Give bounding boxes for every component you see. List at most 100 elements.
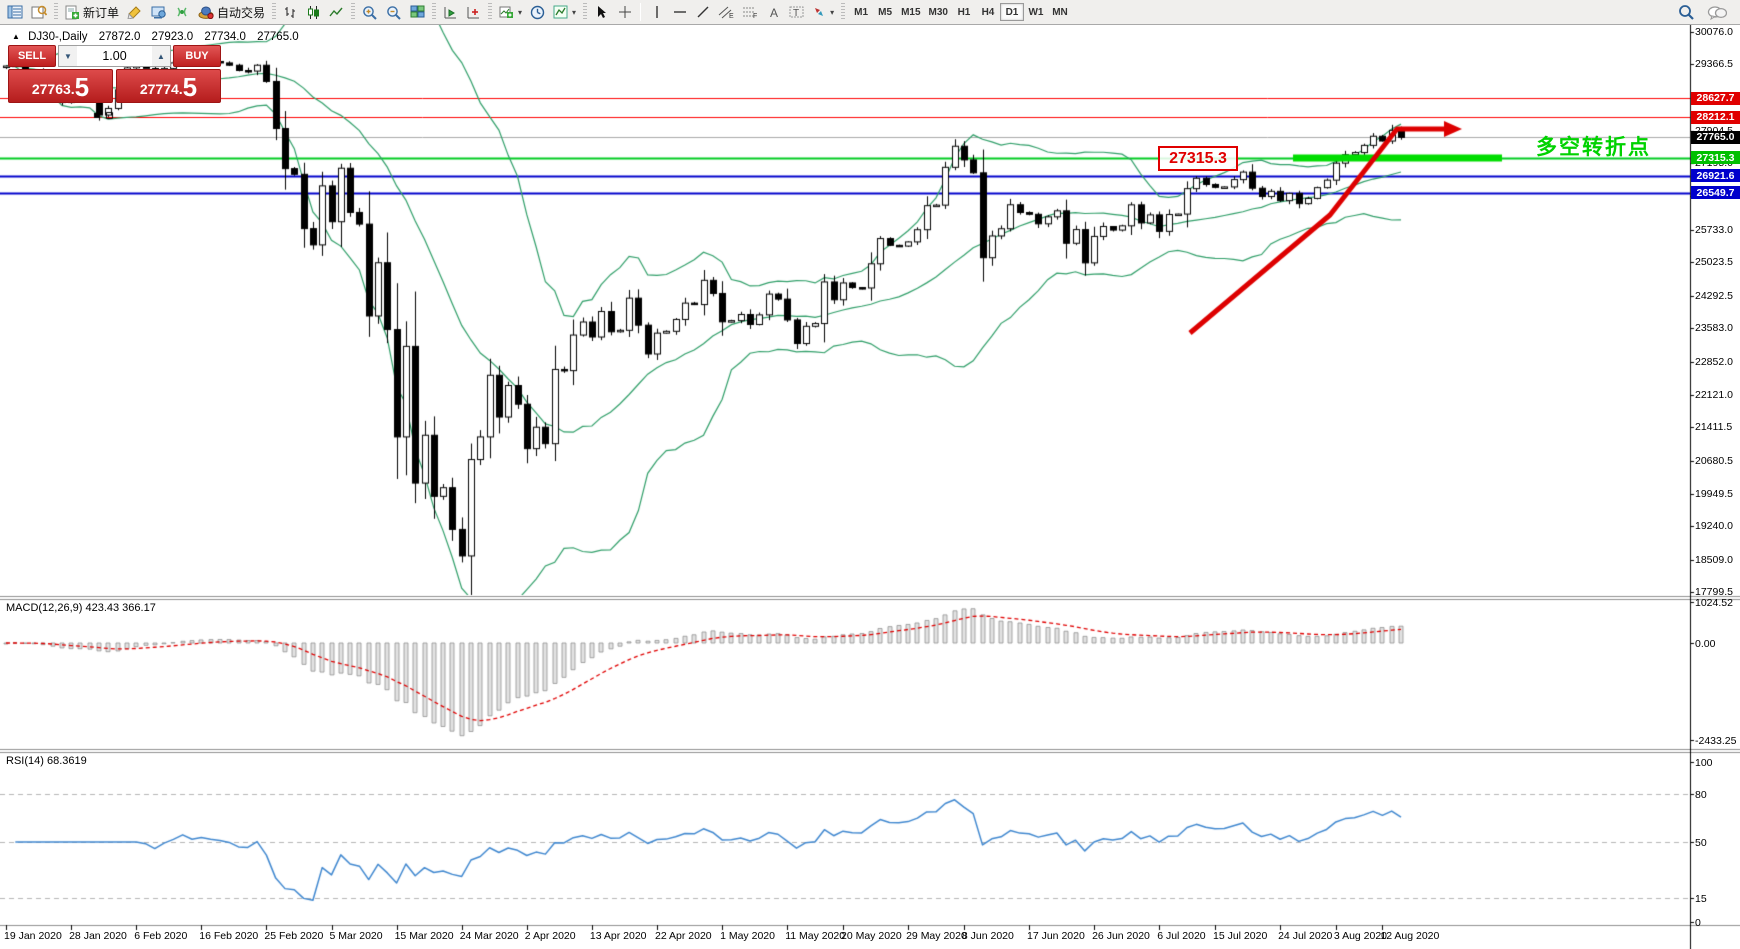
- turning-point-annotation[interactable]: 多空转折点: [1536, 136, 1651, 159]
- volume-increase-button[interactable]: ▲: [152, 46, 170, 66]
- timeframe-button[interactable]: H1: [957, 6, 971, 18]
- new-order-button[interactable]: 新订单: [62, 2, 122, 23]
- zoom-in-icon[interactable]: [359, 2, 381, 23]
- sell-price-big-digit: 5: [74, 72, 90, 102]
- timeframe-bar: M1 M5 M15 M30 H1 H4 D1 W1 MN: [849, 3, 1072, 21]
- vertical-line-tool-icon[interactable]: [646, 2, 667, 23]
- ohlc-high: 27923.0: [151, 31, 194, 43]
- price-level-badge: 27315.3: [1691, 151, 1740, 165]
- data-window-icon[interactable]: [28, 2, 50, 23]
- date-label: 8 Jun 2020: [961, 930, 1014, 942]
- horizontal-line-tool-icon[interactable]: [669, 2, 690, 23]
- fibonacci-tool-icon[interactable]: F: [739, 2, 761, 23]
- date-label: 24 Jul 2020: [1278, 930, 1333, 942]
- price-tick-label: 23583.0: [1695, 322, 1733, 335]
- auto-trading-label: 自动交易: [217, 5, 266, 20]
- signals-icon[interactable]: [172, 2, 193, 23]
- volume-stepper: ▼ ▲: [58, 45, 171, 67]
- text-label-tool-icon[interactable]: T: [786, 2, 807, 23]
- sell-button[interactable]: SELL: [8, 45, 56, 67]
- auto-scroll-icon[interactable]: [440, 2, 461, 23]
- chart-shift-icon[interactable]: [463, 2, 484, 23]
- equidistant-channel-tool-icon[interactable]: E: [715, 2, 737, 23]
- date-label: 17 Jun 2020: [1027, 930, 1085, 942]
- svg-text:T: T: [793, 8, 799, 19]
- price-tick-label: 29366.5: [1695, 58, 1733, 71]
- price-tick-label: 25023.5: [1695, 256, 1733, 269]
- one-click-trading-panel: SELL ▼ ▲ BUY 27763.5 27774.5: [8, 45, 221, 105]
- svg-text:E: E: [729, 13, 734, 19]
- chart-window: ▲ DJ30-,Daily 27872.0 27923.0 27734.0 27…: [0, 25, 1740, 949]
- rsi-indicator-label: RSI(14) 68.3619: [6, 755, 87, 767]
- date-label: 20 May 2020: [841, 930, 902, 942]
- date-label: 22 Apr 2020: [655, 930, 712, 942]
- date-label: 6 Jul 2020: [1157, 930, 1206, 942]
- cursor-tool-icon[interactable]: [591, 2, 612, 23]
- volume-input[interactable]: [77, 46, 152, 66]
- timeframe-button[interactable]: M1: [854, 6, 869, 18]
- date-label: 15 Mar 2020: [394, 930, 454, 942]
- svg-text:A: A: [770, 6, 778, 19]
- timeframe-button[interactable]: M5: [878, 6, 893, 18]
- trendline-tool-icon[interactable]: [692, 2, 713, 23]
- support-price-label[interactable]: 27315.3: [1158, 146, 1238, 171]
- rsi-scale-label: 15: [1695, 893, 1707, 905]
- price-tick-label: 25733.0: [1695, 224, 1733, 237]
- auto-trading-button[interactable]: 自动交易: [195, 2, 268, 23]
- zoom-out-icon[interactable]: [383, 2, 405, 23]
- candlestick-mode-icon[interactable]: [303, 2, 324, 23]
- chat-icon[interactable]: [1704, 2, 1730, 23]
- rsi-scale-label: 100: [1695, 757, 1713, 769]
- indicators-dropdown[interactable]: ▾: [550, 2, 579, 23]
- date-label: 28 Jan 2020: [69, 930, 127, 942]
- search-icon[interactable]: [1675, 2, 1698, 23]
- price-chart-canvas[interactable]: [0, 25, 1740, 949]
- timeframe-button[interactable]: W1: [1028, 6, 1044, 18]
- price-tick-label: 30076.0: [1695, 26, 1733, 38]
- macd-indicator-label: MACD(12,26,9) 423.43 366.17: [6, 602, 156, 614]
- timeframe-button[interactable]: H4: [981, 6, 995, 18]
- timeframe-button[interactable]: MN: [1052, 6, 1068, 18]
- market-watch-icon[interactable]: [4, 2, 26, 23]
- text-tool-icon[interactable]: A: [763, 2, 784, 23]
- caret-down-icon: ▾: [518, 7, 523, 17]
- buy-button[interactable]: BUY: [173, 45, 221, 67]
- price-tick-label: 21411.5: [1695, 421, 1733, 434]
- sell-price-button[interactable]: 27763. 5: [8, 69, 113, 103]
- sell-price-main: 27763: [31, 81, 71, 97]
- metaeditor-icon[interactable]: [124, 2, 146, 23]
- timeframe-button[interactable]: M15: [901, 6, 921, 18]
- date-label: 19 Jan 2020: [4, 930, 62, 942]
- periods-clock-icon[interactable]: [527, 2, 548, 23]
- date-label: 29 May 2020: [906, 930, 967, 942]
- macd-scale-label: 1024.52: [1695, 597, 1733, 610]
- crosshair-tool-icon[interactable]: [614, 2, 635, 23]
- terminal-icon[interactable]: [148, 2, 170, 23]
- date-label: 5 Mar 2020: [329, 930, 383, 942]
- ohlc-low: 27734.0: [204, 31, 246, 43]
- volume-decrease-button[interactable]: ▼: [59, 46, 77, 66]
- bar-chart-mode-icon[interactable]: [280, 2, 301, 23]
- arrows-dropdown[interactable]: ▾: [809, 2, 837, 23]
- new-chart-dropdown[interactable]: ▾: [496, 2, 525, 23]
- price-tick-label: 24292.5: [1695, 289, 1733, 302]
- date-label: 6 Feb 2020: [134, 930, 188, 942]
- timeframe-button[interactable]: M30: [928, 6, 948, 18]
- collapse-triangle-icon[interactable]: ▲: [12, 32, 20, 41]
- buy-price-button[interactable]: 27774. 5: [116, 69, 221, 103]
- date-label: 1 May 2020: [720, 930, 775, 942]
- tile-windows-icon[interactable]: [407, 2, 428, 23]
- price-level-badge: 28627.7: [1691, 91, 1740, 105]
- rsi-scale-label: 0: [1695, 917, 1701, 929]
- price-level-badge: 26921.6: [1691, 169, 1740, 183]
- caret-down-icon: ▾: [572, 7, 577, 17]
- line-chart-mode-icon[interactable]: [326, 2, 347, 23]
- chart-title: ▲ DJ30-,Daily 27872.0 27923.0 27734.0 27…: [12, 31, 299, 43]
- date-label: 25 Feb 2020: [264, 930, 324, 942]
- timeframe-button[interactable]: D1: [999, 3, 1024, 21]
- price-tick-label: 20680.5: [1695, 454, 1733, 467]
- macd-scale-label: 0.00: [1695, 638, 1716, 650]
- date-label: 2 Apr 2020: [524, 930, 576, 942]
- ohlc-open: 27872.0: [98, 31, 141, 43]
